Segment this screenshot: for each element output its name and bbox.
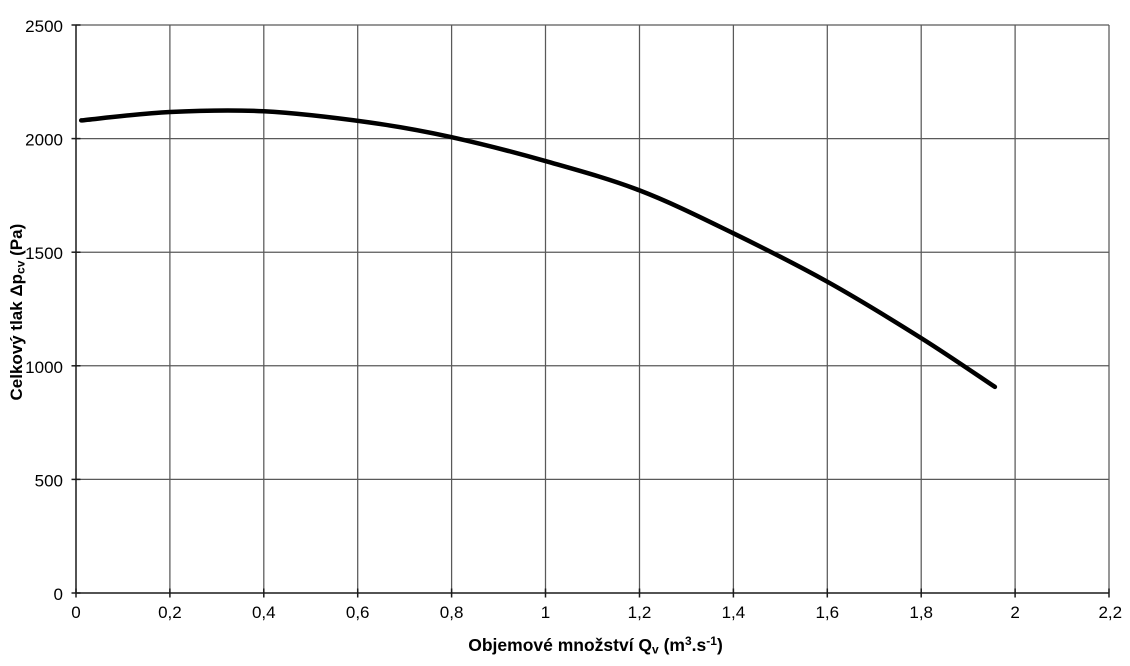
svg-text:Objemové množství Qv (m3.s-1): Objemové množství Qv (m3.s-1) xyxy=(468,634,723,657)
svg-text:0: 0 xyxy=(54,585,63,604)
svg-text:0,6: 0,6 xyxy=(346,603,370,622)
svg-text:1,6: 1,6 xyxy=(815,603,839,622)
svg-text:1,8: 1,8 xyxy=(909,603,933,622)
svg-text:1,4: 1,4 xyxy=(722,603,746,622)
svg-text:0,2: 0,2 xyxy=(158,603,182,622)
svg-text:1,2: 1,2 xyxy=(628,603,652,622)
svg-text:2000: 2000 xyxy=(25,131,63,150)
svg-text:0,8: 0,8 xyxy=(440,603,464,622)
svg-text:1: 1 xyxy=(541,603,550,622)
svg-text:2: 2 xyxy=(1010,603,1019,622)
svg-text:0: 0 xyxy=(71,603,80,622)
svg-text:Celkový tlak Δpcv (Pa): Celkový tlak Δpcv (Pa) xyxy=(7,224,28,401)
svg-text:1000: 1000 xyxy=(25,358,63,377)
svg-text:2500: 2500 xyxy=(25,17,63,36)
svg-text:500: 500 xyxy=(35,471,63,490)
svg-text:1500: 1500 xyxy=(25,244,63,263)
svg-text:2,2: 2,2 xyxy=(1098,603,1122,622)
svg-text:0,4: 0,4 xyxy=(252,603,276,622)
